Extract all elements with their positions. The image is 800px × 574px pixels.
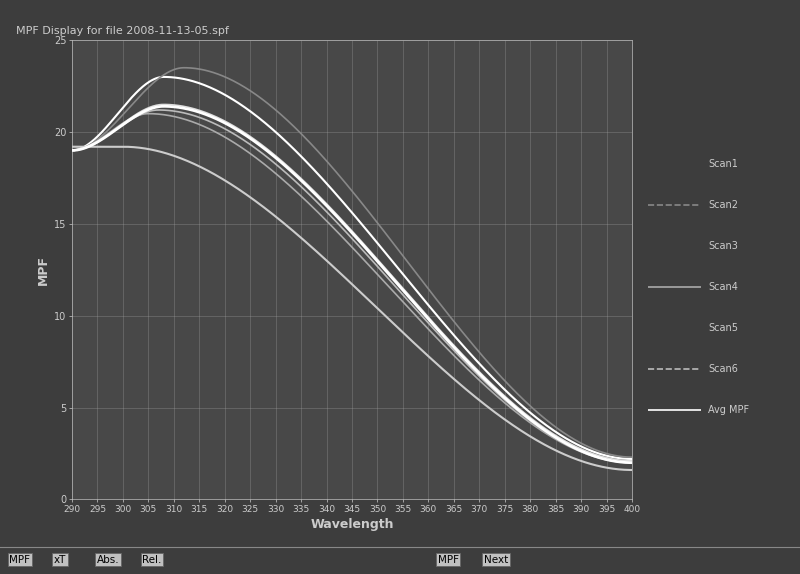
Text: Scan3: Scan3 (709, 241, 738, 251)
Text: Scan1: Scan1 (709, 159, 738, 169)
Text: MPF: MPF (438, 555, 458, 565)
Text: Abs.: Abs. (97, 555, 119, 565)
Text: xT: xT (54, 555, 66, 565)
Text: Avg MPF: Avg MPF (709, 405, 750, 415)
Text: Scan5: Scan5 (709, 323, 738, 333)
Text: MPF: MPF (10, 555, 30, 565)
Text: Scan2: Scan2 (709, 200, 738, 210)
Text: Scan4: Scan4 (709, 282, 738, 292)
Text: MPF Display for file 2008-11-13-05.spf: MPF Display for file 2008-11-13-05.spf (16, 26, 229, 36)
Text: Scan6: Scan6 (709, 364, 738, 374)
Text: Rel.: Rel. (142, 555, 162, 565)
Y-axis label: MPF: MPF (37, 255, 50, 285)
Text: Next: Next (484, 555, 508, 565)
X-axis label: Wavelength: Wavelength (310, 518, 394, 531)
